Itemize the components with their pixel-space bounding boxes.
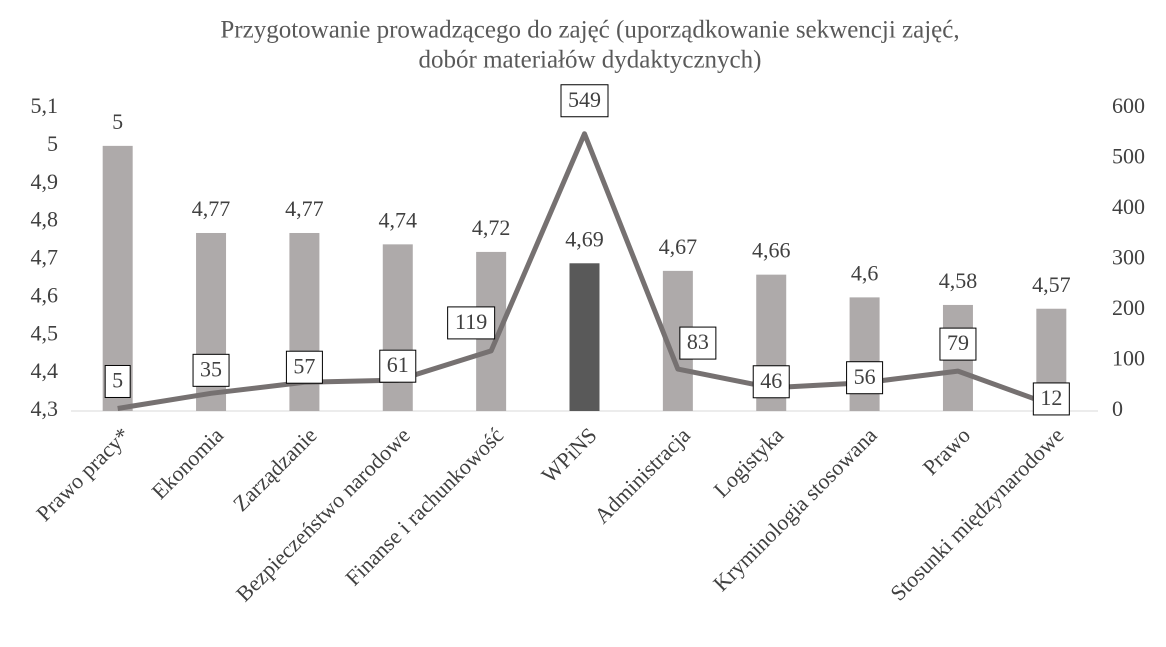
line-value-label: 549 — [568, 87, 601, 112]
x-tick-label: Logistyka — [708, 422, 788, 502]
line-label-box — [846, 361, 884, 395]
x-tick-label: Prawo pracy* — [31, 422, 135, 526]
line-value-label: 83 — [687, 329, 709, 354]
bar-value-label: 4,66 — [752, 238, 791, 263]
chart-title: dobór materiałów dydaktycznych) — [419, 47, 762, 74]
line-value-label: 61 — [387, 352, 409, 377]
line-label-box — [560, 84, 609, 118]
line-label-box — [285, 350, 323, 384]
line-value-label: 57 — [293, 353, 315, 378]
line-value-label: 35 — [200, 356, 222, 381]
line-value-label: 56 — [854, 364, 876, 389]
x-tick-label: WPiNS — [536, 422, 601, 487]
x-tick-label: Administracja — [589, 422, 695, 528]
y-tick-label: 5 — [47, 131, 58, 156]
x-tick-label: Prawo — [918, 422, 975, 479]
x-tick-label: Kryminologia stosowana — [708, 422, 882, 596]
line-label-box — [104, 364, 131, 398]
line-label-box — [752, 365, 790, 399]
bar-value-label: 4,77 — [192, 196, 231, 221]
y-tick-label: 4,5 — [31, 320, 59, 345]
x-tick-label: Bezpieczeństwo narodowe — [231, 422, 415, 606]
line-value-label: 5 — [112, 368, 123, 393]
y-tick-label: 4,7 — [31, 245, 59, 270]
y-tick-label: 4,3 — [31, 396, 59, 421]
bar-value-label: 4,67 — [659, 234, 698, 259]
y-tick-label: 4,6 — [31, 282, 59, 307]
line-value-label: 12 — [1040, 385, 1062, 410]
x-tick-label: Zarządzanie — [228, 422, 322, 516]
line-label-box — [447, 306, 496, 340]
y2-tick-label: 600 — [1112, 93, 1145, 118]
line-label-box — [379, 349, 417, 383]
bar-value-label: 4,69 — [565, 226, 604, 251]
line-label-box — [939, 327, 977, 361]
bar-value-label: 5 — [112, 109, 123, 134]
y-tick-label: 5,1 — [31, 93, 59, 118]
y-tick-label: 4,4 — [31, 358, 59, 383]
bar — [569, 263, 600, 411]
chart-title: Przygotowanie prowadzącego do zajęć (upo… — [220, 17, 959, 44]
y-tick-label: 4,9 — [31, 169, 59, 194]
line — [117, 131, 1053, 411]
y2-tick-label: 100 — [1112, 346, 1145, 371]
bar-value-label: 4,58 — [939, 268, 978, 293]
y2-tick-label: 300 — [1112, 245, 1145, 270]
bar-value-label: 4,77 — [285, 196, 324, 221]
y2-tick-label: 0 — [1112, 396, 1123, 421]
x-tick-label: Stosunki międzynarodowe — [885, 422, 1068, 605]
y2-tick-label: 200 — [1112, 295, 1145, 320]
line-label-box — [192, 353, 230, 387]
bar-value-label: 4,6 — [851, 260, 879, 285]
bar-value-label: 4,57 — [1032, 272, 1071, 297]
line-value-label: 79 — [947, 330, 969, 355]
y2-tick-label: 400 — [1112, 194, 1145, 219]
bar-value-label: 4,72 — [472, 215, 511, 240]
bar-value-label: 4,74 — [379, 207, 418, 232]
x-tick-label: Ekonomia — [147, 422, 229, 504]
line-value-label: 46 — [760, 368, 782, 393]
x-tick-label: Finanse i rachunkowość — [340, 422, 508, 590]
line-label-box — [1032, 382, 1070, 416]
line-label-box — [679, 326, 717, 360]
y-tick-label: 4,8 — [31, 207, 59, 232]
line-value-label: 119 — [455, 309, 487, 334]
bar — [382, 244, 413, 411]
y2-tick-label: 500 — [1112, 144, 1145, 169]
